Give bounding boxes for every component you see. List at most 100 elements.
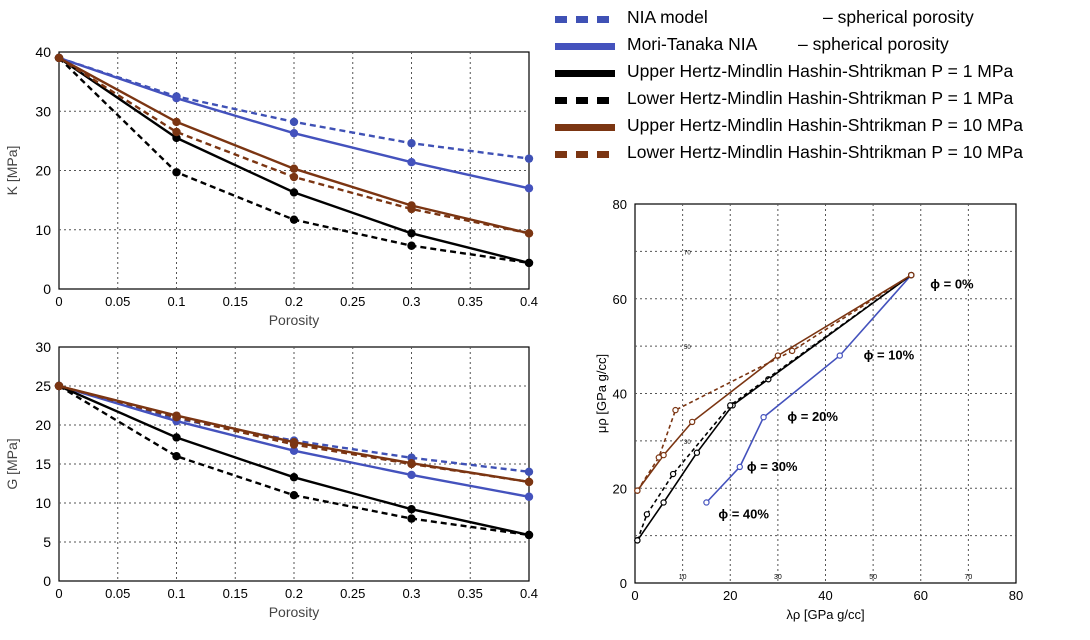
data-point <box>524 530 534 540</box>
x-tick-label: 0.4 <box>520 586 538 601</box>
porosity-annotation: ϕ = 0% <box>930 277 974 292</box>
data-point <box>524 258 534 268</box>
y-tick-label: 0 <box>43 281 51 297</box>
data-point <box>688 418 696 426</box>
data-point <box>660 499 667 506</box>
series-lower-hertz-mindlin-hashin-shtrikman-p-10-mpa <box>54 53 534 238</box>
x-tick-label: 0.1 <box>167 586 185 601</box>
x-minor-tick-label: 50 <box>869 574 877 581</box>
data-point <box>524 154 534 163</box>
x-tick-label: 0.35 <box>458 586 483 601</box>
x-tick-label: 0.3 <box>402 586 420 601</box>
legend-swatch <box>555 124 615 131</box>
data-point <box>289 215 299 224</box>
data-point <box>524 184 534 193</box>
y-tick-label: 0 <box>620 576 627 591</box>
x-tick-label: 0.35 <box>458 294 483 309</box>
x-tick-label: 0.15 <box>223 294 248 309</box>
series-line <box>636 274 912 541</box>
x-tick-label: 0.25 <box>340 294 365 309</box>
y-tick-label: 60 <box>613 292 627 307</box>
data-point <box>289 440 299 449</box>
data-point <box>172 94 181 103</box>
x-axis-label: Porosity <box>269 312 320 328</box>
x-tick-label: 40 <box>818 588 832 603</box>
y-tick-label: 5 <box>43 534 51 550</box>
data-point <box>524 477 534 487</box>
y-axis-label: K [MPa] <box>4 146 20 196</box>
y-tick-label: 40 <box>613 387 627 402</box>
x-tick-label: 0.3 <box>402 294 420 309</box>
data-point <box>524 492 534 501</box>
data-point <box>172 433 181 442</box>
y-minor-tick-label: 30 <box>684 440 691 446</box>
x-tick-label: 0.2 <box>285 586 303 601</box>
y-tick-label: 20 <box>35 163 51 179</box>
series-upper-hertz-mindlin-hashin-shtrikman-p-10-mpa <box>634 271 915 494</box>
x-tick-label: 0.4 <box>520 294 538 309</box>
legend-desc: – spherical porosity <box>823 7 974 27</box>
legend-label: Upper Hertz-Mindlin Hashin-Shtrikman P =… <box>627 61 1014 81</box>
data-point <box>634 537 641 544</box>
data-point <box>407 470 416 480</box>
data-point <box>289 172 299 182</box>
data-point <box>289 473 299 482</box>
data-point <box>407 514 416 523</box>
porosity-annotation: ϕ = 20% <box>787 409 838 424</box>
data-point <box>54 381 64 391</box>
data-point <box>643 511 651 518</box>
y-tick-label: 30 <box>35 103 51 119</box>
data-point <box>524 229 534 238</box>
data-point <box>836 352 843 359</box>
data-point <box>407 241 416 250</box>
data-point <box>703 499 710 506</box>
x-tick-label: 0.25 <box>340 586 365 601</box>
data-point <box>172 117 181 127</box>
legend-swatch <box>555 151 615 158</box>
data-point <box>407 158 416 167</box>
x-minor-tick-label: 10 <box>679 574 687 581</box>
data-point <box>172 413 181 422</box>
y-axis-label: G [MPa] <box>4 438 20 489</box>
data-point <box>655 454 663 461</box>
y-tick-label: 40 <box>35 44 51 60</box>
data-point <box>172 168 181 177</box>
legend-swatch <box>555 97 615 104</box>
data-point <box>289 188 299 197</box>
legend-label: NIA model <box>627 7 708 27</box>
bulk-modulus-chart: 0 0.05 0.1 0.15 0.2 0.25 0.3 0.35 0.4 0 10 20 30 40 Po… <box>4 44 538 328</box>
legend-desc: – spherical porosity <box>798 34 949 54</box>
series-mori-tanaka-nia <box>703 271 915 506</box>
x-tick-label: 0.05 <box>105 294 130 309</box>
data-point <box>760 413 767 421</box>
data-point <box>407 459 416 469</box>
legend-swatch <box>555 16 615 23</box>
y-tick-label: 25 <box>35 378 51 394</box>
series-lower-hertz-mindlin-hashin-shtrikman-p-10-mpa <box>634 271 915 494</box>
x-tick-label: 0.2 <box>285 294 303 309</box>
x-tick-label: 0.1 <box>167 294 185 309</box>
y-axis-label: μρ [GPa g/cc] <box>594 354 609 433</box>
data-point <box>672 406 679 414</box>
data-point <box>727 402 734 409</box>
y-tick-label: 10 <box>35 222 51 238</box>
data-point <box>736 463 743 471</box>
y-tick-label: 20 <box>613 481 627 496</box>
legend-swatch <box>555 70 615 77</box>
y-tick-label: 10 <box>35 495 51 511</box>
data-point <box>289 446 299 455</box>
x-minor-tick-label: 30 <box>774 574 782 581</box>
data-point <box>634 487 641 494</box>
data-point <box>407 505 416 514</box>
data-point <box>407 229 416 238</box>
data-point <box>289 491 299 500</box>
x-tick-label: 0 <box>631 588 638 603</box>
data-point <box>289 128 299 138</box>
data-point <box>172 133 181 143</box>
data-point <box>172 452 181 461</box>
y-tick-label: 30 <box>35 339 51 355</box>
x-tick-label: 60 <box>914 588 928 603</box>
legend-swatch <box>555 43 615 50</box>
porosity-annotation: ϕ = 10% <box>864 348 915 363</box>
y-tick-label: 15 <box>35 456 51 472</box>
